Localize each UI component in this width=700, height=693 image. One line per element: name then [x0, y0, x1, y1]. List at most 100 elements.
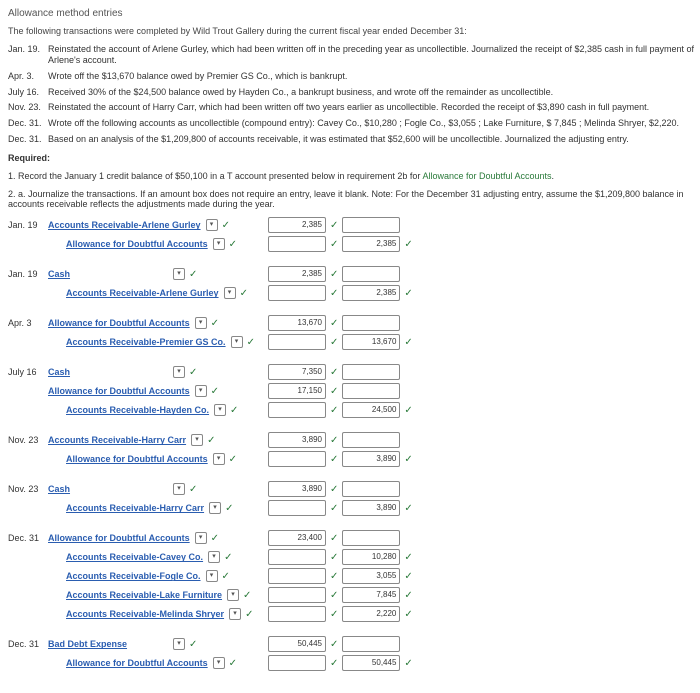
dropdown-icon[interactable]: [224, 287, 236, 299]
debit-input[interactable]: [268, 451, 326, 467]
account-select[interactable]: Allowance for Doubtful Accounts: [48, 318, 194, 328]
credit-input[interactable]: 10,280: [342, 549, 400, 565]
transaction-text: Reinstated the account of Harry Carr, wh…: [48, 102, 649, 114]
debit-input[interactable]: [268, 402, 326, 418]
account-select[interactable]: Allowance for Doubtful Accounts: [48, 386, 194, 396]
debit-input[interactable]: 3,890: [268, 481, 326, 497]
entry-row: Allowance for Doubtful Accounts✓✓2,385✓: [8, 236, 700, 252]
debit-input[interactable]: [268, 500, 326, 516]
credit-input[interactable]: 2,220: [342, 606, 400, 622]
debit-input[interactable]: 13,670: [268, 315, 326, 331]
debit-input[interactable]: 7,350: [268, 364, 326, 380]
dropdown-icon[interactable]: [173, 366, 185, 378]
account-select[interactable]: Accounts Receivable-Hayden Co.: [66, 405, 213, 415]
allowance-link[interactable]: Allowance for Doubtful Accounts: [422, 171, 551, 181]
dropdown-icon[interactable]: [213, 238, 225, 250]
account-select[interactable]: Accounts Receivable-Arlene Gurley: [48, 220, 205, 230]
account-select[interactable]: Cash: [48, 367, 172, 377]
dropdown-icon[interactable]: [231, 336, 243, 348]
account-select[interactable]: Accounts Receivable-Lake Furniture: [66, 590, 226, 600]
check-icon: ✓: [404, 288, 412, 299]
entry-row: Jan. 19Cash✓2,385✓: [8, 266, 700, 282]
credit-input[interactable]: 13,670: [342, 334, 400, 350]
account-select[interactable]: Accounts Receivable-Harry Carr: [66, 503, 208, 513]
account-select[interactable]: Allowance for Doubtful Accounts: [66, 239, 212, 249]
dropdown-icon[interactable]: [173, 483, 185, 495]
dropdown-icon[interactable]: [213, 657, 225, 669]
debit-input[interactable]: [268, 285, 326, 301]
dropdown-icon[interactable]: [206, 219, 218, 231]
dropdown-icon[interactable]: [227, 589, 239, 601]
intro-text: The following transactions were complete…: [8, 25, 700, 38]
credit-input[interactable]: [342, 266, 400, 282]
credit-input[interactable]: 3,890: [342, 500, 400, 516]
credit-input[interactable]: [342, 530, 400, 546]
credit-input[interactable]: [342, 432, 400, 448]
debit-input[interactable]: [268, 655, 326, 671]
entry-row: Accounts Receivable-Premier GS Co.✓✓13,6…: [8, 334, 700, 350]
account-select[interactable]: Allowance for Doubtful Accounts: [48, 533, 194, 543]
credit-input[interactable]: 50,445: [342, 655, 400, 671]
dropdown-icon[interactable]: [208, 551, 220, 563]
entry-row: Dec. 31Bad Debt Expense✓50,445✓: [8, 636, 700, 652]
debit-input[interactable]: 2,385: [268, 217, 326, 233]
debit-input[interactable]: [268, 606, 326, 622]
credit-input[interactable]: 3,055: [342, 568, 400, 584]
account-select[interactable]: Allowance for Doubtful Accounts: [66, 454, 212, 464]
credit-input[interactable]: 2,385: [342, 236, 400, 252]
account-select[interactable]: Cash: [48, 269, 172, 279]
journal-entries: Jan. 19 Accounts Receivable-Arlene Gurley…: [8, 217, 700, 671]
debit-input[interactable]: 2,385: [268, 266, 326, 282]
account-select[interactable]: Accounts Receivable-Cavey Co.: [66, 552, 207, 562]
dropdown-icon[interactable]: [229, 608, 241, 620]
dropdown-icon[interactable]: [195, 532, 207, 544]
credit-input[interactable]: [342, 315, 400, 331]
credit-input[interactable]: [342, 217, 400, 233]
account-select[interactable]: Accounts Receivable-Harry Carr: [48, 435, 190, 445]
account-select[interactable]: Accounts Receivable-Fogle Co.: [66, 571, 205, 581]
required-label: Required:: [8, 153, 700, 163]
credit-input[interactable]: [342, 383, 400, 399]
check-icon: ✓: [211, 318, 219, 329]
debit-input[interactable]: [268, 334, 326, 350]
dropdown-icon[interactable]: [209, 502, 221, 514]
dropdown-icon[interactable]: [195, 385, 207, 397]
check-icon: ✓: [330, 571, 338, 582]
check-icon: ✓: [330, 220, 338, 231]
debit-input[interactable]: 50,445: [268, 636, 326, 652]
credit-input[interactable]: 3,890: [342, 451, 400, 467]
account-select[interactable]: Accounts Receivable-Melinda Shryer: [66, 609, 228, 619]
check-icon: ✓: [330, 269, 338, 280]
account-select[interactable]: Cash: [48, 484, 172, 494]
check-icon: ✓: [189, 639, 197, 650]
dropdown-icon[interactable]: [214, 404, 226, 416]
account-select[interactable]: Bad Debt Expense: [48, 639, 172, 649]
debit-input[interactable]: [268, 587, 326, 603]
dropdown-icon[interactable]: [191, 434, 203, 446]
debit-input[interactable]: 17,150: [268, 383, 326, 399]
entry-date: Dec. 31: [8, 639, 48, 649]
credit-input[interactable]: 2,385: [342, 285, 400, 301]
dropdown-icon[interactable]: [206, 570, 218, 582]
account-select[interactable]: Allowance for Doubtful Accounts: [66, 658, 212, 668]
credit-input[interactable]: 7,845: [342, 587, 400, 603]
debit-input[interactable]: [268, 236, 326, 252]
credit-input[interactable]: 24,500: [342, 402, 400, 418]
debit-input[interactable]: 3,890: [268, 432, 326, 448]
dropdown-icon[interactable]: [213, 453, 225, 465]
credit-input[interactable]: [342, 636, 400, 652]
entry-row: Accounts Receivable-Melinda Shryer✓✓2,22…: [8, 606, 700, 622]
debit-input[interactable]: [268, 549, 326, 565]
dropdown-icon[interactable]: [173, 268, 185, 280]
debit-input[interactable]: 23,400: [268, 530, 326, 546]
entry-date: Jan. 19: [8, 269, 48, 279]
credit-input[interactable]: [342, 364, 400, 380]
credit-input[interactable]: [342, 481, 400, 497]
account-select[interactable]: Accounts Receivable-Premier GS Co.: [66, 337, 230, 347]
entry-row: Dec. 31Allowance for Doubtful Accounts✓2…: [8, 530, 700, 546]
check-icon: ✓: [247, 337, 255, 348]
dropdown-icon[interactable]: [195, 317, 207, 329]
debit-input[interactable]: [268, 568, 326, 584]
account-select[interactable]: Accounts Receivable-Arlene Gurley: [66, 288, 223, 298]
dropdown-icon[interactable]: [173, 638, 185, 650]
